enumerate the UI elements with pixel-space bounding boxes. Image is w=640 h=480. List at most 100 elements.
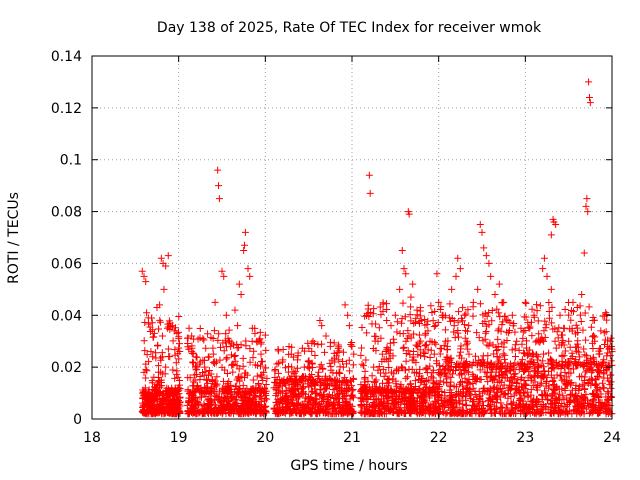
data-point xyxy=(213,373,221,381)
data-point xyxy=(176,393,184,401)
data-point xyxy=(547,360,555,368)
data-point xyxy=(184,374,192,382)
data-point xyxy=(508,346,516,354)
data-point xyxy=(600,367,608,375)
data-point xyxy=(551,337,559,345)
data-point xyxy=(332,408,340,416)
data-point xyxy=(481,317,489,325)
x-tick-label: 24 xyxy=(603,430,621,446)
data-point xyxy=(357,394,365,402)
data-point xyxy=(405,388,413,396)
data-point xyxy=(407,293,415,301)
data-point xyxy=(528,332,536,340)
data-point xyxy=(207,400,215,408)
data-point xyxy=(365,171,373,179)
data-point xyxy=(176,348,184,356)
data-point xyxy=(483,369,491,377)
data-point xyxy=(457,378,465,386)
data-point xyxy=(479,337,487,345)
data-point xyxy=(504,394,512,402)
data-point xyxy=(600,402,608,410)
data-point xyxy=(311,352,319,360)
data-point xyxy=(487,372,495,380)
data-point xyxy=(412,358,420,366)
data-point xyxy=(142,409,150,417)
data-point xyxy=(495,309,503,317)
data-point xyxy=(193,353,201,361)
data-point xyxy=(278,400,286,408)
data-point xyxy=(175,344,183,352)
data-point xyxy=(478,360,486,368)
data-point xyxy=(417,337,425,345)
data-point xyxy=(576,353,584,361)
data-point xyxy=(343,388,351,396)
data-point xyxy=(560,324,568,332)
data-point xyxy=(382,410,390,418)
data-point xyxy=(436,391,444,399)
data-point xyxy=(530,409,538,417)
data-point xyxy=(201,363,209,371)
data-point xyxy=(606,337,614,345)
data-point xyxy=(194,335,202,343)
data-point xyxy=(235,406,243,414)
data-point xyxy=(530,403,538,411)
data-point xyxy=(455,399,463,407)
data-point xyxy=(479,398,487,406)
data-point xyxy=(575,373,583,381)
data-point xyxy=(582,336,590,344)
data-point xyxy=(398,396,406,404)
data-point xyxy=(222,389,230,397)
data-point xyxy=(409,280,417,288)
data-point xyxy=(525,407,533,415)
data-point xyxy=(459,388,467,396)
data-point xyxy=(235,280,243,288)
data-point xyxy=(502,410,510,418)
data-point xyxy=(476,300,484,308)
data-point xyxy=(400,265,408,273)
data-point xyxy=(212,358,220,366)
data-point xyxy=(433,406,441,414)
data-point xyxy=(196,376,204,384)
data-point xyxy=(204,330,212,338)
data-point xyxy=(521,298,529,306)
data-point xyxy=(240,246,248,254)
data-point xyxy=(574,337,582,345)
data-point xyxy=(408,356,416,364)
data-point xyxy=(495,357,503,365)
data-point xyxy=(155,368,163,376)
data-point xyxy=(203,376,211,384)
data-point xyxy=(390,401,398,409)
data-point xyxy=(536,338,544,346)
data-point xyxy=(463,337,471,345)
data-point xyxy=(433,270,441,278)
y-tick-label: 0.12 xyxy=(51,101,82,117)
data-point xyxy=(545,349,553,357)
data-point xyxy=(429,374,437,382)
data-point xyxy=(473,329,481,337)
data-point xyxy=(592,404,600,412)
data-point xyxy=(498,340,506,348)
data-point xyxy=(437,345,445,353)
data-point xyxy=(466,385,474,393)
data-point xyxy=(385,364,393,372)
data-point xyxy=(145,320,153,328)
y-tick-labels: 0 0.02 0.04 0.06 0.08 0.1 0.12 0.14 xyxy=(51,49,82,428)
data-point xyxy=(555,402,563,410)
data-point xyxy=(144,314,152,322)
data-point xyxy=(469,298,477,306)
data-point xyxy=(483,312,491,320)
data-point xyxy=(470,406,478,414)
data-point xyxy=(463,327,471,335)
data-point xyxy=(398,319,406,327)
data-point xyxy=(511,345,519,353)
x-tick-label: 23 xyxy=(516,430,534,446)
data-point xyxy=(215,182,223,190)
y-tick-label: 0.08 xyxy=(51,205,82,221)
data-point xyxy=(533,301,541,309)
data-point xyxy=(541,387,549,395)
data-point xyxy=(197,389,205,397)
data-point xyxy=(543,272,551,280)
data-point xyxy=(435,361,443,369)
data-point xyxy=(561,306,569,314)
data-point xyxy=(333,379,341,387)
